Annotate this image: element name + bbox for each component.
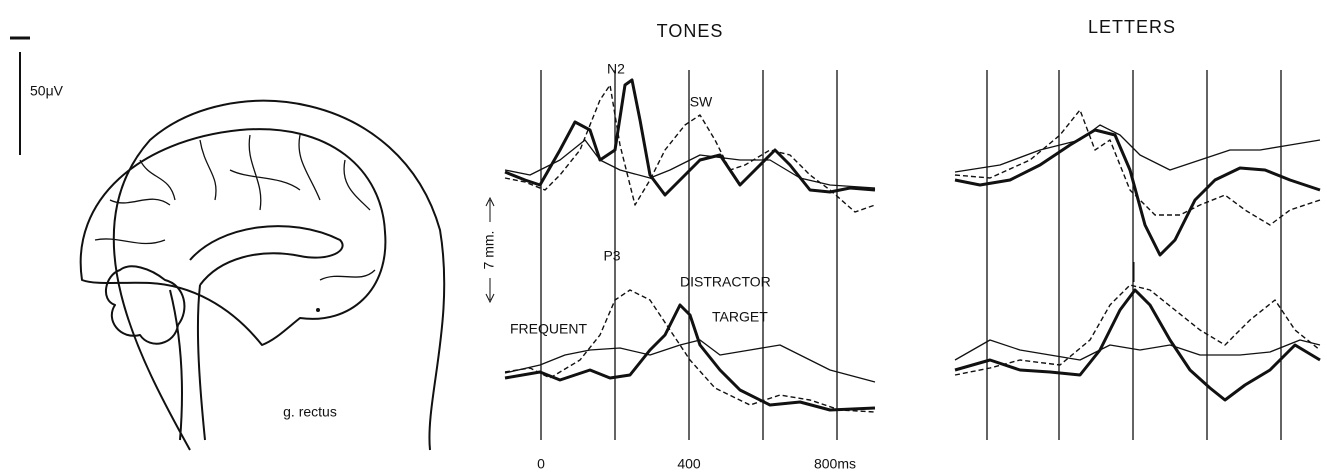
letters-waveforms: [954, 109, 1321, 402]
brain-label: g. rectus: [283, 404, 337, 420]
time-label: 0: [537, 456, 545, 472]
brain-drawing: [79, 99, 446, 451]
component-label: N2: [607, 61, 625, 77]
letters-grid: [986, 70, 1282, 440]
tones-grid: [540, 70, 838, 440]
time-label: 800ms: [814, 456, 856, 472]
scale-bar: [10, 36, 30, 155]
time-label: 400: [677, 456, 701, 472]
condition-label: FREQUENT: [510, 321, 587, 337]
condition-label: DISTRACTOR: [680, 274, 771, 290]
scale-label: 50μV: [30, 83, 64, 99]
amplitude-scale: 7 mm.: [481, 231, 497, 270]
component-label: SW: [690, 94, 713, 110]
panel-title: TONES: [657, 21, 724, 41]
condition-label: TARGET: [712, 309, 768, 325]
panel-title: LETTERS: [1088, 17, 1176, 37]
component-label: P3: [603, 248, 620, 264]
tones-waveforms: [504, 78, 876, 413]
amplitude-arrows: [485, 196, 1135, 304]
